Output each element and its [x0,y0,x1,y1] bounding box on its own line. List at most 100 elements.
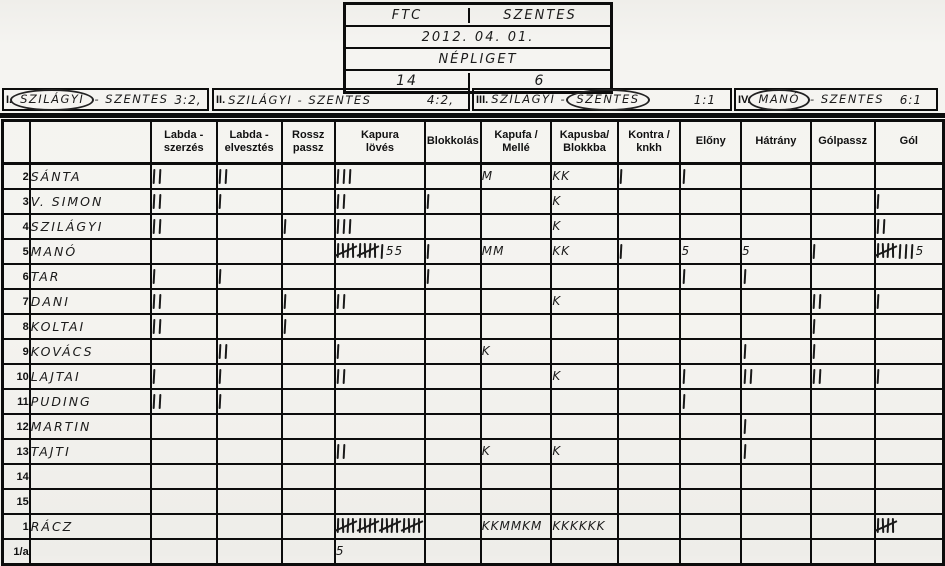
tally-group-of-five [874,518,898,534]
tally-stroke [158,393,162,409]
stat-cell [423,438,482,465]
stat-cell: M [479,162,553,190]
stat-cell [215,338,283,365]
stat-cell [423,188,482,215]
stat-cell [740,413,812,440]
tally-stroke [218,168,222,184]
stat-cell [550,338,619,365]
stat-cell [333,313,426,340]
player-row: 1 RÁCZ KKMMKM KKKKKK [1,513,945,540]
player-name-text: RÁCZ [30,518,74,534]
handwritten-mark: M [481,169,494,184]
tally-stroke [152,318,156,334]
stat-cell [809,338,876,365]
tally-group-of-five [334,518,358,534]
stat-cell [679,388,743,415]
stat-cell [215,213,283,240]
stat-cell [333,513,426,540]
player-name-text: MANÓ [30,243,78,259]
stat-cell [809,288,876,315]
stat-cell [149,188,218,215]
stat-cell [809,313,876,340]
tally-stroke [283,293,287,309]
column-header: Gólpassz [809,119,876,165]
stat-cell [423,488,482,515]
stat-cell: 5 [873,238,945,265]
match-date: 2012. 04. 01. [421,29,535,45]
player-name: SÁNTA [28,162,152,190]
stat-cell [333,363,426,390]
stat-cell [215,538,283,566]
stat-cell [333,263,426,290]
player-name: MARTIN [28,413,152,440]
player-name: DANI [28,288,152,315]
stat-cell [616,263,682,290]
tally-stroke [898,243,902,259]
winner-name: MANÓ [748,88,810,111]
tally-stroke [158,168,162,184]
stat-cell [809,188,876,215]
stat-cell [873,438,945,465]
tally-stroke [152,293,156,309]
stat-cell [479,463,553,490]
stat-cell [740,488,812,515]
stat-cell [740,162,812,190]
stat-cell [280,388,336,415]
stat-cell [149,513,218,540]
stat-cell [740,288,812,315]
stat-cell [550,488,619,515]
handwritten-mark: K [481,344,491,359]
stat-cell [679,488,743,515]
player-number: 4 [1,213,31,240]
stat-cell [215,363,283,390]
stat-cell [280,263,336,290]
player-row: 2 SÁNTA M KK [1,162,945,190]
tally-stroke [337,193,340,209]
stat-cell [149,538,218,566]
stat-cell [149,238,218,265]
player-name-text: DANI [30,293,70,309]
stat-cell [679,513,743,540]
stat-cell [280,213,336,240]
player-row: 15 [1,488,945,515]
column-header-line: szerzés [163,142,204,154]
stat-cell [550,388,619,415]
player-row: 11 PUDING [1,388,945,415]
stat-cell [873,363,945,390]
stat-cell [679,288,743,315]
quarter-result: III. SZILÁGYI - SZENTES 1:1 [472,88,732,111]
player-name [28,538,152,566]
tally-stroke [818,293,822,309]
player-name-text: TAR [30,268,61,284]
tally-stroke [158,193,162,209]
stat-cell [215,513,283,540]
stat-cell [873,388,945,415]
player-name: TAR [28,263,152,290]
tally-stroke [910,243,914,259]
stat-cell [215,488,283,515]
player-name-text: LAJTAI [30,368,81,384]
away-score: 6 [534,73,546,89]
stat-cell [423,213,482,240]
stat-cell: K [550,188,619,215]
stat-cell [479,363,553,390]
column-header: Gól [873,119,945,165]
stat-cell [423,388,482,415]
player-name-text: SZILÁGYI [30,218,104,234]
quarter-result: II. SZILÁGYI - SZENTES 4:2, [212,88,470,111]
stat-cell [616,463,682,490]
player-row: 10 LAJTAI K [1,363,945,390]
stat-cell [679,188,743,215]
tally-stroke [337,168,340,184]
stat-cell: K [550,213,619,240]
tally-stroke [337,443,340,459]
stat-cell [809,538,876,566]
stat-cell [280,488,336,515]
tally-stroke [158,293,162,309]
player-name: LAJTAI [28,363,152,390]
stat-cell [550,263,619,290]
stat-cell [873,513,945,540]
stat-cell [149,162,218,190]
winner-name: SZILÁGYI [10,88,95,111]
tally-group-of-five [378,518,402,534]
